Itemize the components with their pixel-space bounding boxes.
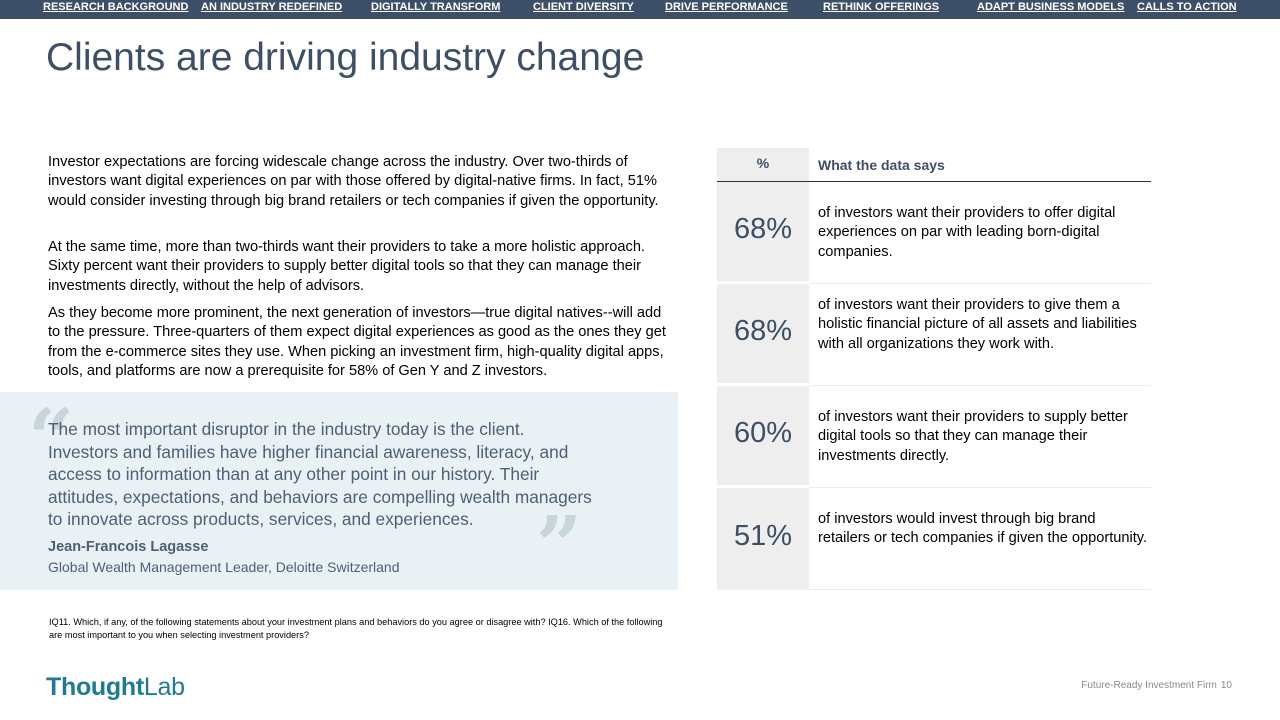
top-nav-bar: RESEARCH BACKGROUND AN INDUSTRY REDEFINE…: [0, 0, 1280, 19]
nav-drive-performance[interactable]: DRIVE PERFORMANCE: [665, 1, 788, 13]
table-row-1-description: of investors want their providers to off…: [818, 205, 1116, 260]
table-row-2-percent: 68%: [733, 315, 793, 347]
page-title: Clients are driving industry change: [46, 36, 645, 79]
page-number: 10: [1220, 680, 1232, 691]
table-row-4-percent: 51%: [733, 520, 793, 552]
nav-client-diversity[interactable]: CLIENT DIVERSITY: [533, 1, 634, 13]
nav-adapt-business-models[interactable]: ADAPT BUSINESS MODELS: [977, 1, 1125, 13]
logo-text-light: Lab: [143, 673, 185, 701]
row-divider: [809, 283, 1151, 284]
open-quote-icon: “: [28, 391, 75, 485]
nav-an-industry-redefined[interactable]: AN INDUSTRY REDEFINED: [201, 1, 343, 13]
nav-calls-to-action[interactable]: CALLS TO ACTION: [1137, 1, 1237, 13]
table-header-description: What the data says: [818, 157, 945, 173]
quote-box: [0, 392, 678, 590]
body-paragraph-3: As they become more prominent, the next …: [48, 305, 666, 379]
body-paragraph-1: Investor expectations are forcing widesc…: [48, 154, 659, 209]
footnote: IQ11. Which, if any, of the following st…: [49, 617, 663, 640]
row-divider: [809, 487, 1151, 488]
nav-rethink-offerings[interactable]: RETHINK OFFERINGS: [823, 1, 940, 13]
table-row-2-description: of investors want their providers to giv…: [818, 297, 1137, 352]
row-divider: [809, 589, 1151, 590]
table-percent-column: [717, 148, 809, 590]
row-separator: [717, 485, 1151, 488]
row-divider: [809, 385, 1151, 386]
table-header-percent: %: [756, 155, 770, 171]
table-header-divider: [717, 181, 1151, 182]
table-row-3-percent: 60%: [733, 417, 793, 449]
logo-text-bold: Thought: [46, 673, 144, 701]
row-separator: [717, 281, 1151, 284]
quote-author: Jean-Francois Lagasse: [48, 539, 209, 555]
table-row-4-description: of investors would invest through big br…: [818, 511, 1148, 547]
table-row-3-description: of investors want their providers to sup…: [818, 409, 1128, 464]
page-footer: Future-Ready Investment Firm 10: [1081, 680, 1232, 691]
nav-digitally-transform[interactable]: DIGITALLY TRANSFORM: [371, 1, 501, 13]
footer-report-name: Future-Ready Investment Firm: [1081, 680, 1217, 691]
nav-research-background[interactable]: RESEARCH BACKGROUND: [43, 1, 189, 13]
quote-author-role: Global Wealth Management Leader, Deloitt…: [48, 559, 400, 575]
table-row-1-percent: 68%: [733, 213, 793, 245]
body-paragraph-2: At the same time, more than two-thirds w…: [48, 239, 645, 294]
thoughtlab-logo: ThoughtLab: [46, 673, 185, 702]
row-separator: [717, 383, 1151, 386]
quote-text: The most important disruptor in the indu…: [48, 419, 592, 529]
close-quote-icon: ”: [536, 498, 583, 592]
